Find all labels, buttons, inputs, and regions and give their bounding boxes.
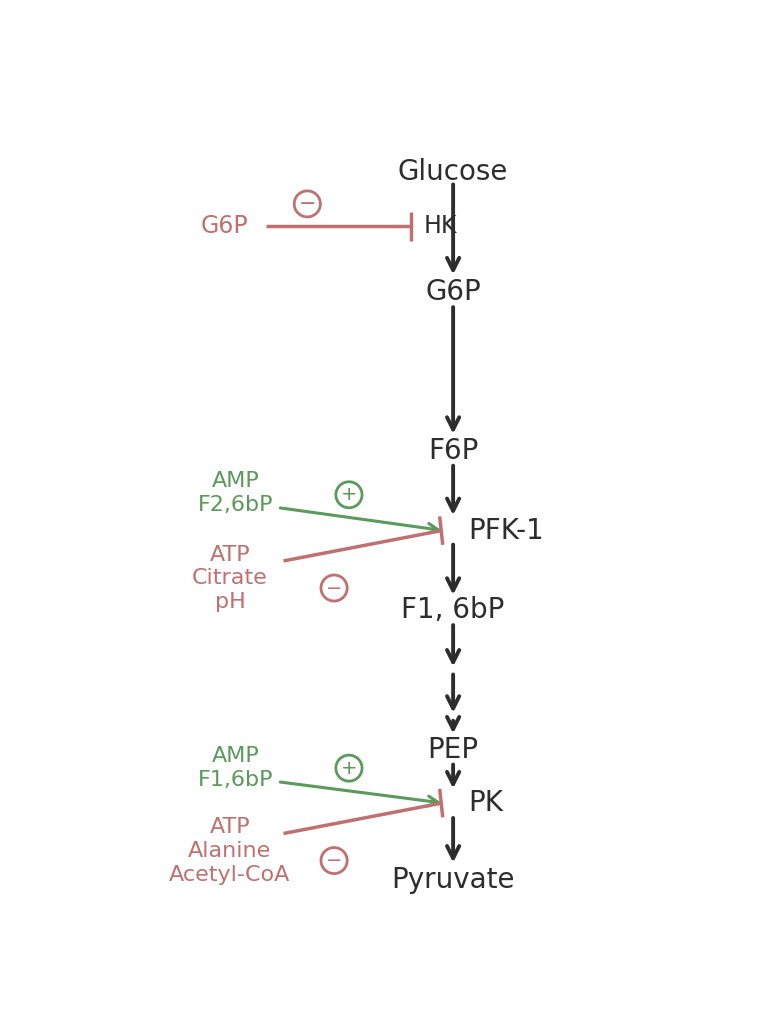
Text: Glucose: Glucose	[398, 158, 508, 186]
Text: G6P: G6P	[200, 214, 248, 238]
Text: ATP: ATP	[210, 544, 250, 564]
Text: −: −	[326, 579, 343, 597]
Text: ATP: ATP	[210, 817, 250, 837]
Text: pH: pH	[214, 592, 245, 613]
Text: +: +	[341, 485, 357, 504]
Text: PK: PK	[468, 790, 503, 818]
Text: F2,6bP: F2,6bP	[198, 495, 273, 515]
Text: PFK-1: PFK-1	[468, 516, 544, 544]
Text: PEP: PEP	[428, 736, 478, 764]
Text: F1,6bP: F1,6bP	[198, 770, 273, 790]
Text: Acetyl-CoA: Acetyl-CoA	[169, 865, 290, 885]
Text: G6P: G6P	[425, 277, 481, 305]
Text: AMP: AMP	[212, 471, 260, 492]
Text: Citrate: Citrate	[192, 568, 268, 589]
Text: F6P: F6P	[428, 437, 478, 465]
Text: AMP: AMP	[212, 746, 260, 766]
Text: +: +	[341, 759, 357, 777]
Text: −: −	[299, 194, 316, 214]
Text: F1, 6bP: F1, 6bP	[402, 596, 505, 624]
Text: HK: HK	[423, 214, 457, 238]
Text: −: −	[326, 851, 343, 870]
Text: Alanine: Alanine	[188, 841, 272, 861]
Text: Pyruvate: Pyruvate	[392, 865, 515, 893]
